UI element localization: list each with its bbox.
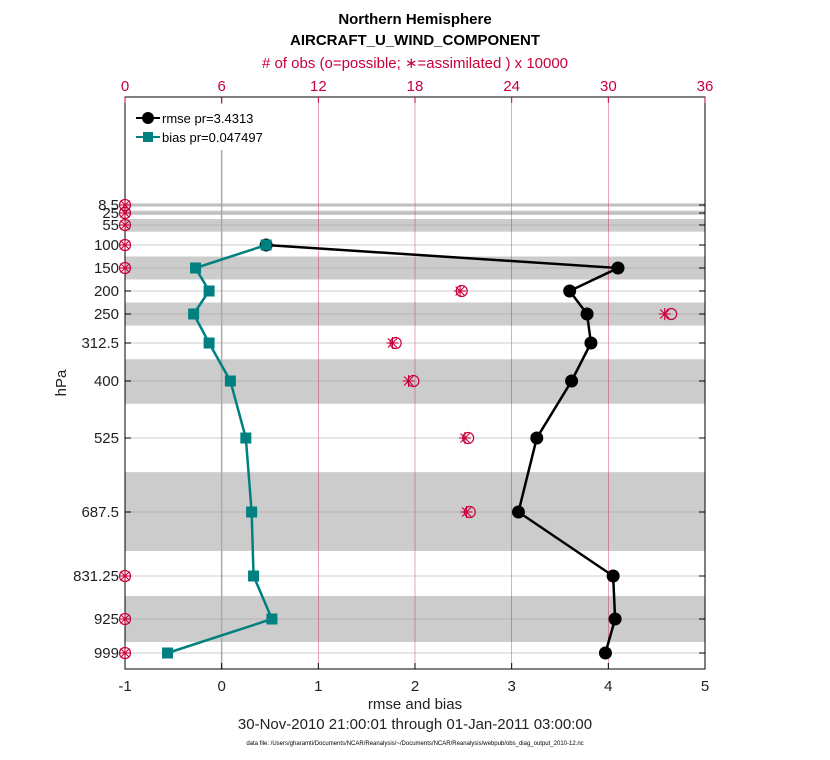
obs-assimilated-stroke-8-3 — [403, 376, 414, 386]
x-tick-label-4: 4 — [604, 678, 612, 695]
y-tick-label-6: 250 — [94, 306, 119, 323]
y-tick-label-13: 999 — [94, 645, 119, 662]
obs-assimilated-stroke-1-3 — [120, 208, 130, 218]
obs-assimilated-8 — [402, 375, 415, 387]
bias-point-5 — [224, 375, 236, 387]
chart-subtitle: AIRCRAFT_U_WIND_COMPONENT — [290, 32, 540, 49]
top-axis-label: # of obs (o=possible; ∗=assimilated ) x … — [262, 55, 568, 72]
x-tick-label-0: 0 — [217, 678, 225, 695]
rmse-point-8 — [606, 569, 620, 583]
top-tick-label-30: 30 — [600, 78, 617, 95]
x-tick-label-3: 3 — [507, 678, 515, 695]
legend: rmse pr=3.4313 bias pr=0.047497 — [131, 104, 291, 150]
y-tick-label-1: 25 — [102, 205, 119, 222]
obs-assimilated-4 — [119, 262, 131, 274]
legend-rmse-marker — [142, 112, 154, 124]
obs-assimilated-stroke-11-3 — [120, 571, 130, 581]
bias-point-6 — [240, 432, 252, 444]
x-tick-label-1: 1 — [314, 678, 322, 695]
obs-assimilated-stroke-10-3 — [461, 507, 472, 517]
bias-point-3 — [188, 308, 200, 320]
bias-point-7 — [246, 506, 258, 518]
obs-assimilated-11 — [119, 570, 131, 582]
bias-point-1 — [190, 262, 202, 274]
y-tick-label-4: 150 — [94, 260, 119, 277]
obs-assimilated-6 — [658, 308, 671, 320]
y-tick-label-2: 55 — [102, 217, 119, 234]
bias-point-2 — [203, 285, 215, 297]
legend-box — [131, 104, 291, 150]
top-axis-ticks: 0 6 12 18 24 30 36 — [121, 78, 714, 103]
chart-title: Northern Hemisphere — [338, 11, 491, 28]
y-axis-label: hPa — [53, 369, 70, 396]
obs-assimilated-1 — [119, 207, 131, 219]
level-gridlines — [125, 204, 705, 654]
obs-assimilated-2 — [119, 219, 131, 231]
y-tick-label-8: 400 — [94, 373, 119, 390]
x-tick-label-5: 5 — [701, 678, 709, 695]
obs-assimilated-7 — [386, 337, 399, 349]
rmse-point-3 — [580, 307, 594, 321]
y-tick-label-3: 100 — [94, 237, 119, 254]
obs-assimilated-3 — [119, 239, 131, 251]
data-file-footnote: data file: /Users/gharamti/Documents/NCA… — [246, 741, 583, 747]
rmse-point-9 — [608, 612, 622, 626]
bias-point-8 — [248, 570, 260, 582]
y-tick-label-10: 687.5 — [81, 504, 119, 521]
obs-assimilated-12 — [119, 613, 131, 625]
obs-assimilated-stroke-9-3 — [460, 433, 470, 443]
bias-point-4 — [203, 337, 215, 349]
obs-assimilated-stroke-2-3 — [120, 220, 130, 230]
obs-count-markers — [118, 198, 678, 660]
rmse-point-1 — [611, 261, 625, 275]
obs-assimilated-stroke-5-3 — [455, 286, 466, 296]
y-tick-label-12: 925 — [94, 611, 119, 628]
y-tick-label-9: 525 — [94, 430, 119, 447]
x-tick-label-2: 2 — [411, 678, 419, 695]
obs-assimilated-9 — [458, 432, 471, 444]
y-tick-label-0: 8.5 — [98, 197, 119, 214]
top-tick-label-6: 6 — [217, 78, 225, 95]
top-tick-label-36: 36 — [697, 78, 714, 95]
x-axis-label: rmse and bias — [368, 696, 462, 713]
bias-point-9 — [266, 613, 278, 625]
rmse-point-6 — [530, 431, 544, 445]
rmse-point-4 — [584, 336, 598, 350]
series-lines — [162, 238, 625, 660]
obs-assimilated-stroke-6-3 — [659, 309, 670, 319]
top-tick-label-24: 24 — [503, 78, 520, 95]
y-tick-label-11: 831.25 — [73, 568, 119, 585]
bias-point-10 — [162, 647, 174, 659]
x-axis-ticks: -1 0 1 2 3 4 5 — [118, 663, 709, 695]
y-tick-label-5: 200 — [94, 283, 119, 300]
top-tick-label-0: 0 — [121, 78, 129, 95]
date-range: 30-Nov-2010 21:00:01 through 01-Jan-2011… — [238, 716, 592, 733]
obs-assimilated-stroke-4-3 — [120, 263, 130, 273]
rmse-point-2 — [563, 284, 577, 298]
rmse-point-7 — [511, 505, 525, 519]
obs-assimilated-10 — [460, 506, 473, 518]
bias-point-0 — [260, 239, 272, 251]
top-tick-label-18: 18 — [407, 78, 424, 95]
rmse-point-10 — [598, 646, 612, 660]
top-tick-label-12: 12 — [310, 78, 327, 95]
rmse-point-5 — [565, 374, 579, 388]
legend-bias-marker — [143, 132, 153, 142]
obs-assimilated-13 — [119, 647, 131, 659]
obs-assimilated-stroke-3-3 — [120, 240, 130, 250]
legend-rmse-label: rmse pr=3.4313 — [162, 111, 253, 126]
obs-assimilated-5 — [454, 285, 467, 297]
y-tick-label-7: 312.5 — [81, 335, 119, 352]
obs-assimilated-stroke-12-3 — [120, 614, 130, 624]
obs-assimilated-stroke-13-3 — [120, 648, 130, 658]
obs-assimilated-stroke-7-3 — [387, 338, 398, 348]
x-tick-label--1: -1 — [118, 678, 131, 695]
legend-bias-label: bias pr=0.047497 — [162, 130, 263, 145]
